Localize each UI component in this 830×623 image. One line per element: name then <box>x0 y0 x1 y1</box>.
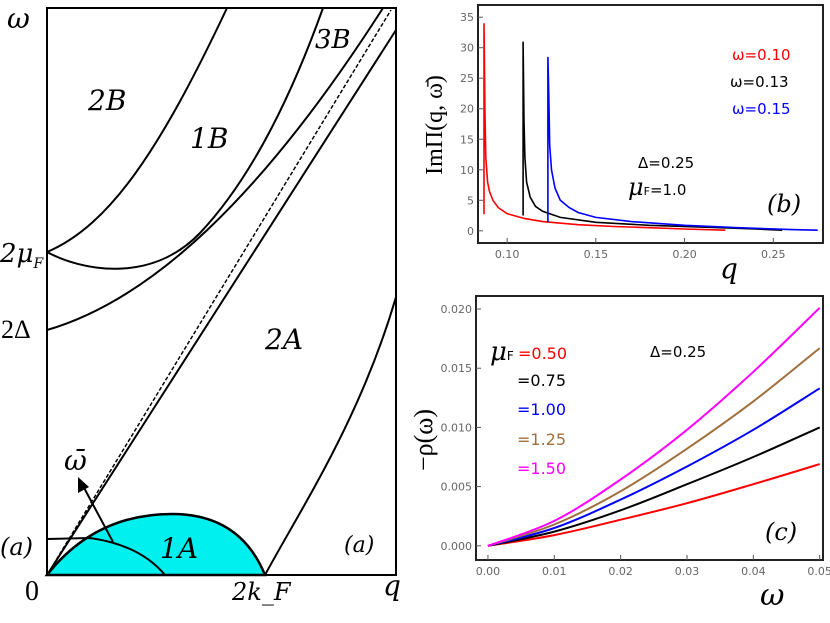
origin-label: 0 <box>25 576 39 607</box>
legend-c-1: =0.75 <box>517 371 566 390</box>
panel-c-series <box>487 307 821 547</box>
y-tick-label: 0 <box>467 225 474 238</box>
region-label-2b: 2B <box>87 84 126 117</box>
series-line-c-1 <box>487 426 821 547</box>
y-tick-label: 20 <box>460 103 474 116</box>
y-tick-label: 35 <box>460 11 474 24</box>
panel-b-ylabel: ImΠ(q, ω̄) <box>422 75 448 175</box>
panel-b-frame <box>477 4 824 244</box>
x-tick-label: 0.04 <box>741 565 766 578</box>
x-tick-label: 0.00 <box>476 565 501 578</box>
series-line-b-2 <box>547 56 818 231</box>
legend-c-mu: μF <box>490 337 514 367</box>
x-tick-label: 0.05 <box>807 565 830 578</box>
region-1a-fill <box>44 512 267 577</box>
curve-2b-boundary <box>46 7 228 253</box>
panel-c-xlabel: ω <box>760 578 784 613</box>
annotation-b-delta: Δ=0.25 <box>638 154 694 172</box>
curve-2kf-boundary <box>264 296 397 576</box>
legend-b-0: ω=0.10 <box>732 46 791 64</box>
region-label-1b: 1B <box>190 122 228 155</box>
legend-c-4: =1.50 <box>517 459 566 478</box>
arrow-head-icon <box>78 477 89 493</box>
y-axis-label-omega: ω <box>7 2 30 35</box>
legend-c-0: =0.50 <box>518 344 567 363</box>
omega-bar-arrow <box>81 483 114 543</box>
y-tick-label: 15 <box>460 133 474 146</box>
panel-a-frame <box>46 7 397 576</box>
x-axis-label-q: q <box>383 569 401 602</box>
x-tick-label: 0.25 <box>761 248 786 261</box>
legend-c-2: =1.00 <box>517 400 566 419</box>
legend-c-3: =1.25 <box>517 430 566 449</box>
y-tick-2delta: 2Δ <box>1 315 31 344</box>
annotation-c-delta: Δ=0.25 <box>650 343 706 361</box>
y-tick-2muf: 2μF <box>0 239 44 272</box>
dashed-light-line <box>46 9 392 576</box>
panel-c-chart: 0.00 0.01 0.02 0.03 0.04 0.05 0.000 0.005 0.010 0… <box>409 295 830 613</box>
x-tick-label: 0.02 <box>608 565 633 578</box>
series-line-b-0 <box>483 23 726 231</box>
annotation-b-mu: μF=1.0 <box>628 173 686 201</box>
solid-boundary-line <box>46 29 397 576</box>
y-tick-label: 0.000 <box>441 540 473 553</box>
panel-b-series <box>483 23 818 231</box>
series-line-b-1 <box>522 41 783 231</box>
x-tick-label: 0.03 <box>675 565 700 578</box>
panel-c-ylabel: −ρ(ω) <box>409 409 438 471</box>
region-label-3b: 3B <box>315 25 351 55</box>
region-label-2a: 2A <box>264 323 303 356</box>
panel-label-a-left: (a) <box>0 533 33 561</box>
panel-c-frame <box>475 295 824 561</box>
panel-b-xlabel: q <box>720 252 738 285</box>
x-tick-label: 0.01 <box>542 565 567 578</box>
legend-b-1: ω=0.13 <box>730 73 789 91</box>
y-tick-label: 25 <box>460 72 474 85</box>
panel-c-ticks: 0.00 0.01 0.02 0.03 0.04 0.05 0.000 0.005 0.010 0… <box>441 303 830 578</box>
panel-label-a-right: (a) <box>344 533 374 558</box>
panel-b-chart: 0.10 0.15 0.20 0.25 0 5 10 15 20 25 30 35 ImΠ(q, ω̄… <box>422 4 824 285</box>
inner-arc <box>46 536 166 576</box>
series-line-c-0 <box>487 463 820 547</box>
y-tick-label: 30 <box>460 42 474 55</box>
y-tick-label: 0.015 <box>441 362 473 375</box>
series-line-c-2 <box>487 387 821 547</box>
x-tick-label: 0.10 <box>495 248 520 261</box>
x-tick-2kf: 2k_F <box>231 578 292 606</box>
y-tick-label: 5 <box>467 194 474 207</box>
x-tick-label: 0.20 <box>672 248 697 261</box>
series-line-c-3 <box>487 347 821 547</box>
panel-label-b: (b) <box>767 190 801 218</box>
curve-1b-boundary <box>46 7 324 270</box>
series-line-c-4 <box>487 307 821 547</box>
panel-label-c: (c) <box>765 518 797 546</box>
legend-b-2: ω=0.15 <box>732 100 791 118</box>
y-tick-label: 0.020 <box>441 303 473 316</box>
panel-b-ticks: 0.10 0.15 0.20 0.25 0 5 10 15 20 25 30 35 <box>460 11 786 261</box>
panel-a-diagram: ω 2μF 2Δ 0 2k_F q 2B 1B 3B 2A 1A ω̄ (a) … <box>0 2 401 607</box>
x-tick-label: 0.15 <box>584 248 609 261</box>
region-label-1a: 1A <box>160 532 198 565</box>
omega-bar-label: ω̄ <box>64 444 87 477</box>
y-tick-label: 10 <box>460 164 474 177</box>
y-tick-label: 0.005 <box>441 481 473 494</box>
curve-2delta-boundary <box>46 7 384 331</box>
y-tick-label: 0.010 <box>441 421 473 434</box>
